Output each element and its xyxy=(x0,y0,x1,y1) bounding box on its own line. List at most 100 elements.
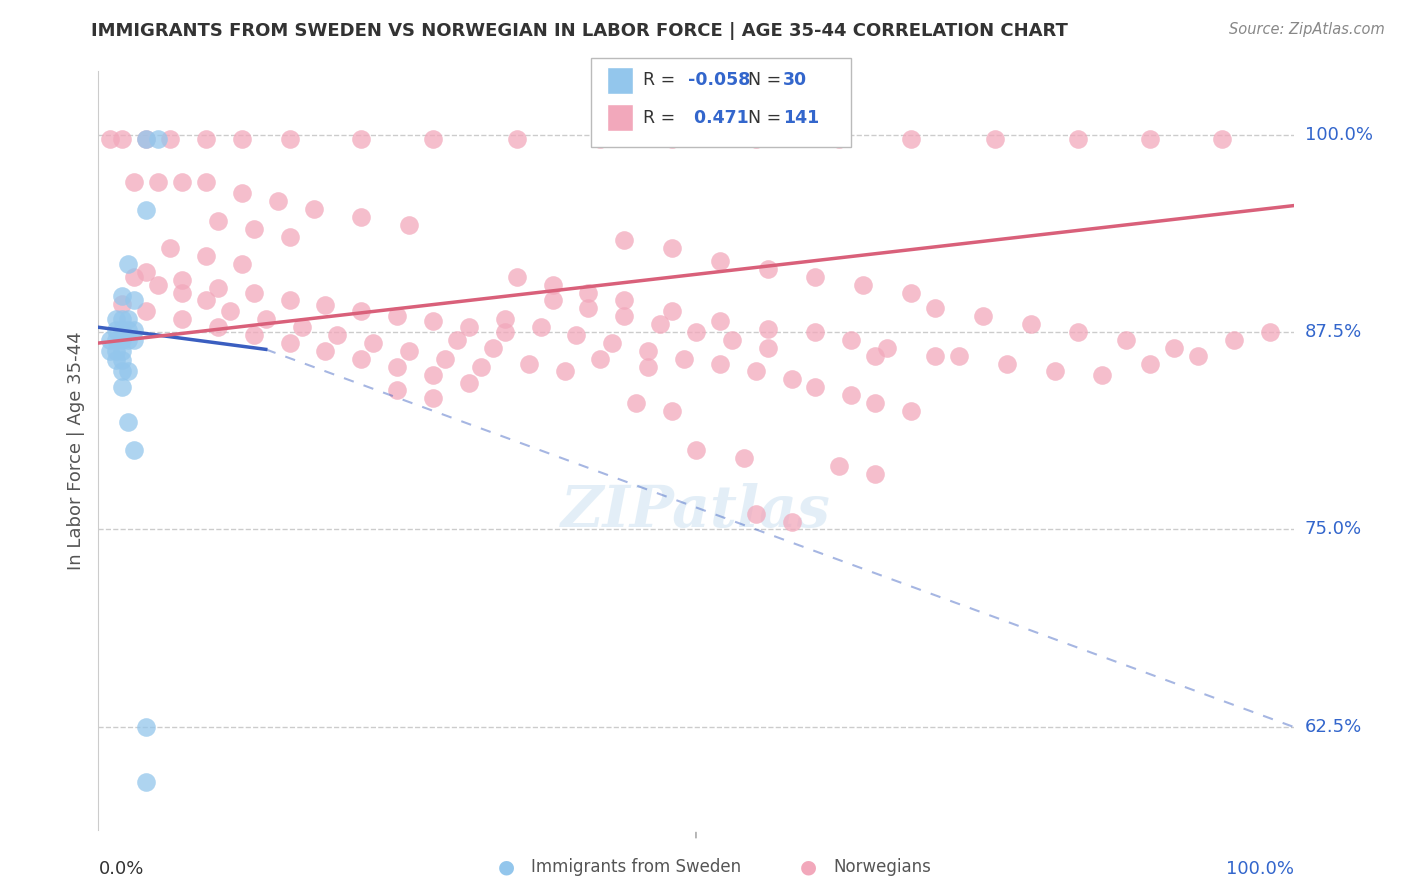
Point xyxy=(315,298,337,312)
Point xyxy=(756,341,779,355)
Point xyxy=(231,132,253,146)
Text: 0.471: 0.471 xyxy=(688,109,748,127)
Point xyxy=(135,775,157,789)
Point xyxy=(1091,368,1114,382)
Point xyxy=(172,312,194,326)
Point xyxy=(554,364,576,378)
Point xyxy=(172,273,194,287)
Point xyxy=(446,333,468,347)
Point xyxy=(841,333,863,347)
Point xyxy=(1139,357,1161,371)
Point xyxy=(685,443,707,458)
Point xyxy=(578,301,600,316)
Point xyxy=(828,132,851,146)
Text: Source: ZipAtlas.com: Source: ZipAtlas.com xyxy=(1229,22,1385,37)
Point xyxy=(709,254,731,268)
Point xyxy=(195,175,218,189)
Point xyxy=(363,336,385,351)
Text: ZIPatlas: ZIPatlas xyxy=(561,483,831,540)
Point xyxy=(1187,349,1209,363)
Point xyxy=(207,281,229,295)
Point xyxy=(481,341,505,355)
Point xyxy=(350,304,373,318)
Point xyxy=(124,443,146,458)
Text: N =: N = xyxy=(748,109,787,127)
Point xyxy=(278,293,301,308)
Point xyxy=(613,233,636,247)
Point xyxy=(565,328,588,343)
Point xyxy=(350,351,373,366)
Point xyxy=(385,359,409,374)
Point xyxy=(111,333,134,347)
Point xyxy=(195,249,218,263)
Point xyxy=(117,323,139,337)
Point xyxy=(350,132,373,146)
Point xyxy=(709,357,731,371)
Text: 100.0%: 100.0% xyxy=(1226,860,1294,878)
Text: 62.5%: 62.5% xyxy=(1305,718,1362,736)
Point xyxy=(1043,364,1066,378)
Point xyxy=(984,132,1007,146)
Text: 75.0%: 75.0% xyxy=(1305,520,1362,539)
Point xyxy=(780,515,803,529)
Point xyxy=(865,396,887,410)
Y-axis label: In Labor Force | Age 35-44: In Labor Force | Age 35-44 xyxy=(66,331,84,570)
Point xyxy=(243,222,266,236)
Point xyxy=(267,194,290,208)
Point xyxy=(111,288,134,302)
Point xyxy=(924,301,946,316)
Point xyxy=(613,309,636,323)
Point xyxy=(756,261,779,276)
Text: Norwegians: Norwegians xyxy=(834,858,932,876)
Point xyxy=(1258,325,1281,339)
Point xyxy=(278,336,301,351)
Point xyxy=(865,349,887,363)
Point xyxy=(841,388,863,402)
Point xyxy=(207,214,229,228)
Point xyxy=(745,507,768,521)
Point xyxy=(105,312,128,326)
Text: N =: N = xyxy=(748,71,787,89)
Point xyxy=(422,314,444,328)
Point xyxy=(422,392,444,406)
Text: 141: 141 xyxy=(783,109,820,127)
Point xyxy=(231,257,253,271)
Point xyxy=(135,304,157,318)
Point xyxy=(422,132,444,146)
Point xyxy=(804,325,827,339)
Point xyxy=(124,323,146,337)
Point xyxy=(804,269,827,284)
Point xyxy=(243,285,266,300)
Point xyxy=(398,218,420,232)
Point xyxy=(661,304,683,318)
Point xyxy=(219,304,242,318)
Point xyxy=(231,186,253,200)
Point xyxy=(756,322,779,336)
Point xyxy=(900,132,922,146)
Point xyxy=(195,132,218,146)
Point xyxy=(148,175,170,189)
Text: IMMIGRANTS FROM SWEDEN VS NORWEGIAN IN LABOR FORCE | AGE 35-44 CORRELATION CHART: IMMIGRANTS FROM SWEDEN VS NORWEGIAN IN L… xyxy=(91,22,1069,40)
Point xyxy=(733,451,755,466)
Point xyxy=(517,357,540,371)
Point xyxy=(876,341,898,355)
Point xyxy=(254,312,277,326)
Point xyxy=(626,396,648,410)
Point xyxy=(124,269,146,284)
Point xyxy=(135,132,157,146)
Point xyxy=(172,285,194,300)
Point xyxy=(117,364,139,378)
Point xyxy=(278,230,301,244)
Point xyxy=(589,132,612,146)
Point xyxy=(458,320,481,334)
Text: R =: R = xyxy=(643,71,681,89)
Point xyxy=(494,312,516,326)
Point xyxy=(148,132,170,146)
Point xyxy=(135,132,157,146)
Text: 30: 30 xyxy=(783,71,807,89)
Text: ●: ● xyxy=(498,857,515,877)
Point xyxy=(111,323,134,337)
Point xyxy=(865,467,887,482)
Point xyxy=(1223,333,1246,347)
Point xyxy=(98,333,122,347)
